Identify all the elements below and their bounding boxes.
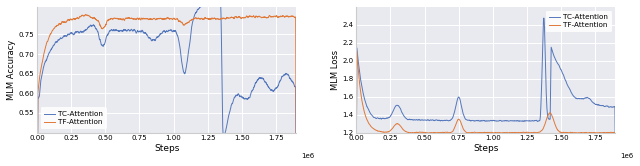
Line: TC-Attention: TC-Attention xyxy=(37,2,296,166)
Y-axis label: MLM Accuracy: MLM Accuracy xyxy=(7,40,16,100)
TC-Attention xyxy=(285,74,292,76)
TC-Attention xyxy=(479,120,486,122)
TF-Attention xyxy=(353,51,361,53)
TC-Attention xyxy=(365,111,373,113)
Y-axis label: MLM Loss: MLM Loss xyxy=(331,50,340,90)
TF-Attention xyxy=(159,18,167,20)
TF-Attention xyxy=(366,124,374,125)
TC-Attention xyxy=(215,1,223,3)
X-axis label: Steps: Steps xyxy=(154,144,179,153)
Text: 1e6: 1e6 xyxy=(620,153,634,159)
TC-Attention xyxy=(540,17,548,19)
TF-Attention xyxy=(479,132,486,134)
TF-Attention xyxy=(557,131,564,133)
TF-Attention xyxy=(237,18,245,20)
TC-Attention xyxy=(152,37,160,39)
TC-Attention xyxy=(237,95,245,97)
Line: TF-Attention: TF-Attention xyxy=(37,15,296,166)
TC-Attention xyxy=(353,142,360,144)
X-axis label: Steps: Steps xyxy=(473,144,499,153)
TC-Attention xyxy=(472,120,479,122)
Line: TC-Attention: TC-Attention xyxy=(356,18,615,157)
Text: 1e6: 1e6 xyxy=(301,153,315,159)
TC-Attention xyxy=(604,105,612,107)
TF-Attention xyxy=(81,14,89,16)
TF-Attention xyxy=(604,131,612,133)
TC-Attention xyxy=(611,156,619,158)
TC-Attention xyxy=(47,49,54,51)
TF-Attention xyxy=(472,131,479,133)
TF-Attention xyxy=(292,141,300,143)
TC-Attention xyxy=(159,31,167,33)
TF-Attention xyxy=(47,33,54,35)
TF-Attention xyxy=(285,16,292,18)
Legend: TC-Attention, TF-Attention: TC-Attention, TF-Attention xyxy=(546,11,612,32)
TC-Attention xyxy=(557,68,564,70)
TF-Attention xyxy=(604,131,612,133)
Line: TF-Attention: TF-Attention xyxy=(356,52,615,166)
TF-Attention xyxy=(353,143,360,145)
TF-Attention xyxy=(152,18,160,20)
Legend: TC-Attention, TF-Attention: TC-Attention, TF-Attention xyxy=(41,108,107,129)
TF-Attention xyxy=(285,16,292,18)
TC-Attention xyxy=(604,105,612,107)
TC-Attention xyxy=(285,75,292,77)
